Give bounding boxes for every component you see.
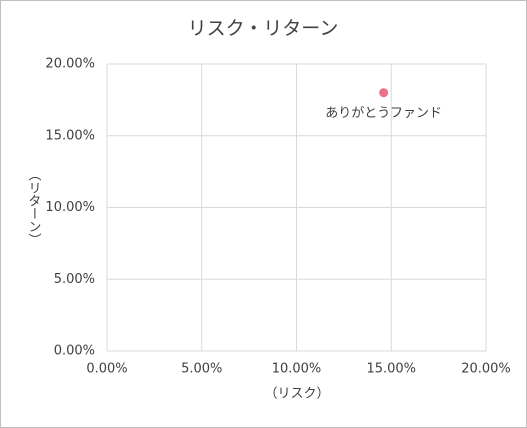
x-tick-label: 10.00% (272, 362, 322, 377)
data-point (379, 88, 389, 98)
x-tick-label: 15.00% (366, 362, 416, 377)
x-tick-label: 5.00% (181, 362, 222, 377)
y-tick-label: 20.00% (45, 57, 95, 72)
y-tick-label: 0.00% (54, 344, 95, 359)
x-tick-label: 0.00% (86, 362, 127, 377)
x-tick-label: 20.00% (461, 362, 511, 377)
y-axis-label: （リターン） (26, 168, 42, 246)
chart-title: リスク・リターン (188, 18, 339, 40)
y-tick-label: 15.00% (45, 128, 95, 143)
y-tick-label: 10.00% (45, 200, 95, 215)
y-tick-label: 5.00% (54, 272, 95, 287)
x-axis-label: （リスク） (264, 387, 329, 402)
data-label: ありがとうファンド (325, 106, 442, 121)
